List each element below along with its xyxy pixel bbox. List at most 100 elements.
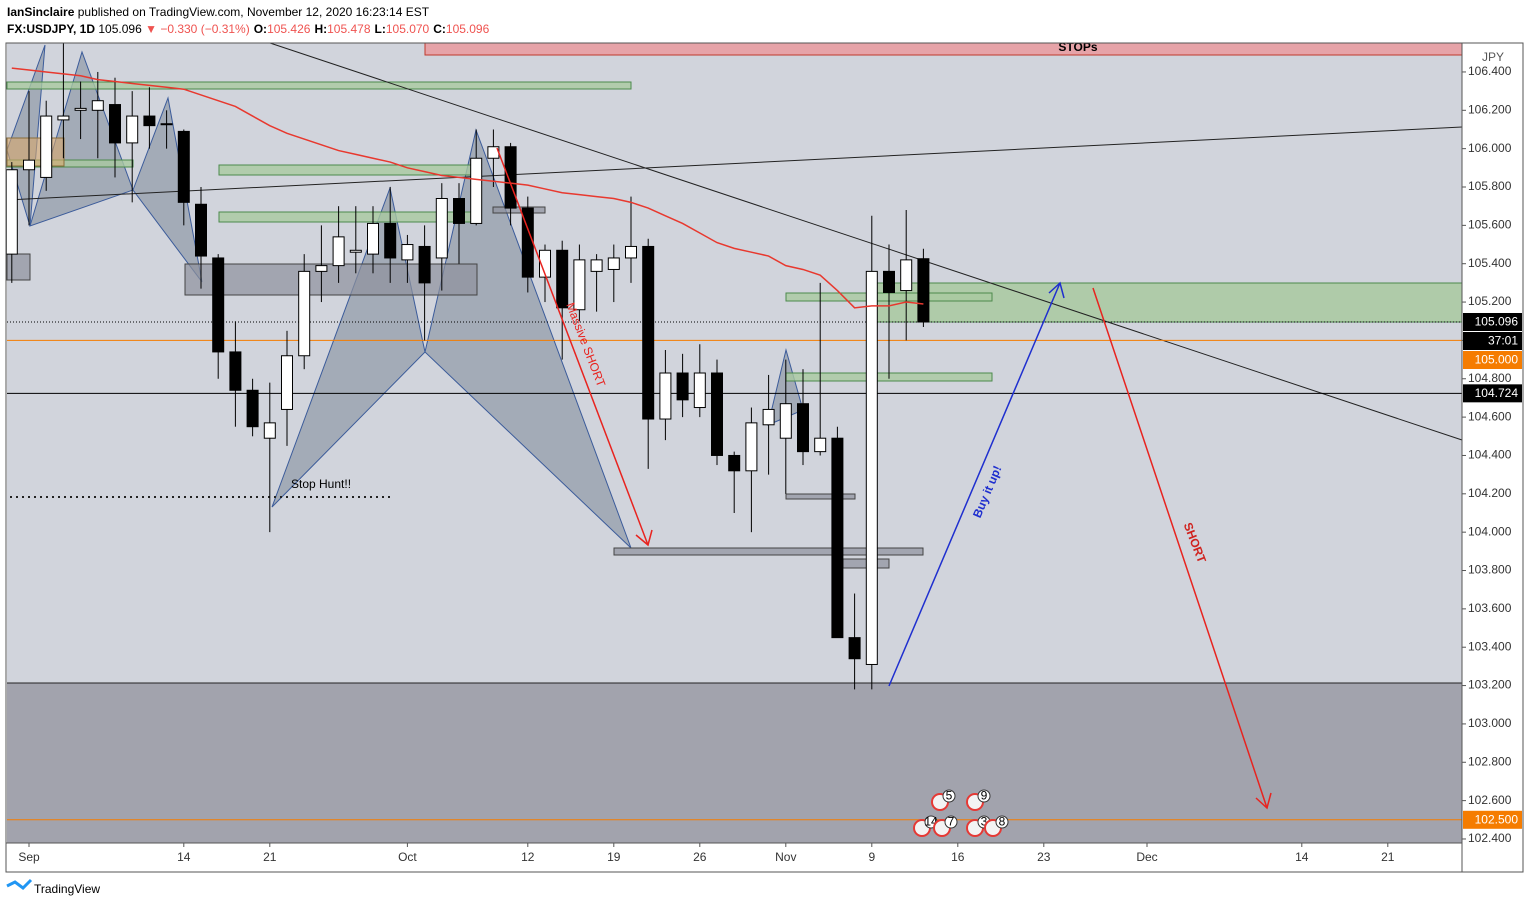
y-tick-label: 103.800 bbox=[1468, 563, 1512, 577]
candle-body bbox=[229, 351, 242, 391]
x-tick-label: 23 bbox=[1037, 850, 1051, 864]
candle-body bbox=[882, 270, 895, 293]
brand-logo bbox=[6, 878, 33, 890]
y-tick-label: 102.400 bbox=[1468, 831, 1512, 845]
candle-body bbox=[280, 355, 293, 410]
candle-body bbox=[762, 408, 775, 426]
candle-body bbox=[728, 454, 741, 472]
arrow-head bbox=[635, 529, 653, 547]
candle-body bbox=[676, 372, 689, 401]
candle-body bbox=[74, 107, 87, 111]
event-count: 8 bbox=[999, 815, 1006, 829]
candle-body bbox=[126, 115, 139, 144]
x-tick-label: 14 bbox=[177, 850, 191, 864]
level-box bbox=[6, 253, 31, 281]
candle-body bbox=[349, 249, 362, 253]
y-tick-label: 106.400 bbox=[1468, 64, 1512, 78]
x-tick-label: 9 bbox=[868, 850, 875, 864]
candle-body bbox=[5, 169, 18, 255]
chart-frame bbox=[5, 42, 1524, 873]
candle-body bbox=[143, 115, 156, 127]
candle-body bbox=[745, 422, 758, 472]
published: published on TradingView.com, November 1… bbox=[78, 5, 430, 19]
candle-body bbox=[538, 249, 551, 278]
x-tick-label: 16 bbox=[951, 850, 965, 864]
countdown: 37:01 bbox=[1488, 334, 1518, 348]
event-badge bbox=[942, 789, 956, 803]
candle-body bbox=[573, 259, 586, 311]
y-tick-label: 103.000 bbox=[1468, 716, 1512, 730]
arrows bbox=[496, 147, 1272, 810]
arrow bbox=[888, 282, 1061, 687]
candle-body bbox=[177, 130, 190, 203]
price-label: 102.500 bbox=[1475, 812, 1519, 826]
candle-body bbox=[160, 123, 173, 126]
y-tick-label: 105.800 bbox=[1468, 179, 1512, 193]
candle-body bbox=[212, 257, 225, 353]
x-tick-label: 21 bbox=[1381, 850, 1395, 864]
event-badge bbox=[944, 815, 958, 829]
candle-body bbox=[607, 257, 620, 270]
candle-body bbox=[624, 245, 637, 259]
candle-body bbox=[22, 159, 35, 171]
level-box bbox=[184, 263, 478, 296]
event-badge bbox=[995, 815, 1009, 829]
price-label: 104.724 bbox=[1475, 386, 1519, 400]
y-tick-label: 103.400 bbox=[1468, 639, 1512, 653]
candle-body bbox=[556, 249, 569, 309]
candle-body bbox=[366, 222, 379, 255]
candle-body bbox=[865, 270, 878, 665]
candle-body bbox=[693, 372, 706, 409]
candle-body bbox=[796, 403, 809, 453]
y-tick-label: 105.200 bbox=[1468, 294, 1512, 308]
symbol-line: FX:USDJPY, 1D 105.096 ▼ −0.330 (−0.31%) O… bbox=[7, 22, 490, 36]
price-label: 105.000 bbox=[1475, 353, 1519, 367]
event-count: 9 bbox=[981, 789, 988, 803]
stop-hunt-label: Stop Hunt!! bbox=[291, 477, 351, 491]
stops-zone bbox=[424, 42, 1463, 56]
gray-levels bbox=[6, 206, 924, 569]
y-tick-label: 103.600 bbox=[1468, 601, 1512, 615]
candle-body bbox=[504, 146, 517, 209]
moving-average bbox=[11, 67, 924, 309]
price-label-box bbox=[1463, 313, 1522, 332]
candle-body bbox=[710, 372, 723, 456]
trendline bbox=[6, 126, 1463, 201]
brand-name: TradingView bbox=[34, 882, 100, 896]
level-box bbox=[6, 81, 632, 90]
candle-body bbox=[435, 198, 448, 259]
x-tick-label: Dec bbox=[1136, 850, 1157, 864]
buy-zone bbox=[871, 282, 1463, 323]
x-tick-label: 21 bbox=[263, 850, 277, 864]
candle-body bbox=[332, 236, 345, 267]
author: IanSinclaire bbox=[7, 5, 75, 19]
y-tick-label: 105.600 bbox=[1468, 218, 1512, 232]
arrow-head bbox=[1048, 281, 1065, 299]
event-count: 3 bbox=[981, 815, 988, 829]
ohlc-value: 105.426 bbox=[267, 22, 311, 36]
y-tick-label: 106.000 bbox=[1468, 141, 1512, 155]
candle-body bbox=[470, 157, 483, 224]
time-axis bbox=[7, 843, 1462, 872]
arrow bbox=[1092, 287, 1268, 809]
arrow-head bbox=[1255, 792, 1272, 810]
ohlc-label: H: bbox=[314, 22, 327, 36]
y-tick-label: 104.000 bbox=[1468, 524, 1512, 538]
level-box bbox=[613, 547, 924, 556]
event-badge bbox=[977, 789, 991, 803]
stops-label: STOPs bbox=[1058, 40, 1097, 54]
x-tick-label: Oct bbox=[398, 850, 417, 864]
candle-body bbox=[194, 203, 207, 257]
price-axis bbox=[1462, 43, 1523, 872]
x-tick-label: 19 bbox=[607, 850, 621, 864]
x-tick-label: Nov bbox=[775, 850, 796, 864]
candle-body bbox=[40, 115, 53, 178]
x-tick-label: 12 bbox=[521, 850, 535, 864]
x-tick-label: 26 bbox=[693, 850, 707, 864]
y-tick-label: 103.200 bbox=[1468, 678, 1512, 692]
axes: 106.400 106.200 106.000 105.800 105.600 105.4… bbox=[18, 64, 1522, 864]
candle-body bbox=[91, 100, 104, 111]
candle-body bbox=[401, 244, 414, 261]
